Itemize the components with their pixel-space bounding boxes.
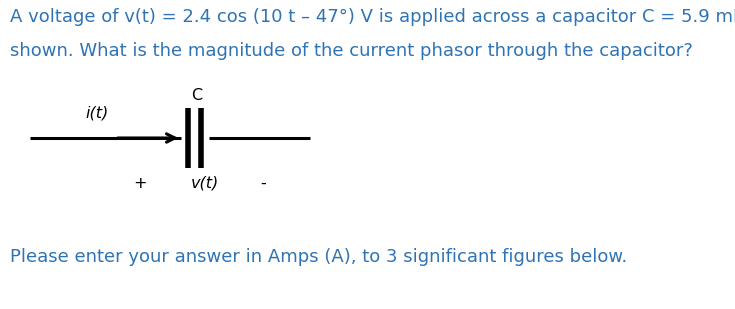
Text: i(t): i(t) (85, 105, 108, 120)
Text: Please enter your answer in Amps (A), to 3 significant figures below.: Please enter your answer in Amps (A), to… (10, 248, 627, 266)
Text: shown. What is the magnitude of the current phasor through the capacitor?: shown. What is the magnitude of the curr… (10, 42, 693, 60)
Text: -: - (260, 176, 266, 191)
Text: v(t): v(t) (191, 176, 219, 191)
Text: +: + (133, 176, 147, 191)
Text: A voltage of v(t) = 2.4 cos (10 t – 47°) V is applied across a capacitor C = 5.9: A voltage of v(t) = 2.4 cos (10 t – 47°)… (10, 8, 735, 26)
Text: C: C (191, 88, 203, 103)
